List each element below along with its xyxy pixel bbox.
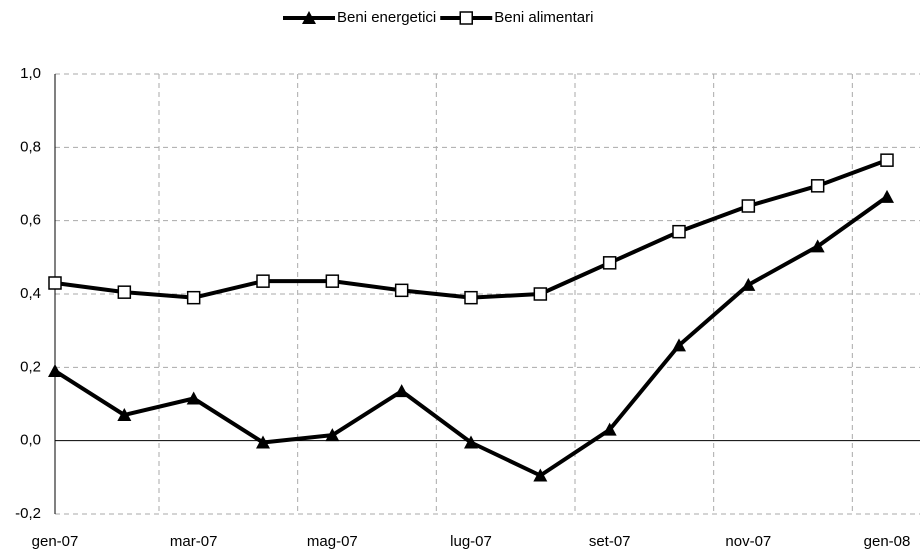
marker [325,274,340,288]
marker [602,256,617,270]
marker [810,239,825,253]
marker [48,276,62,290]
marker [117,408,132,421]
legend-label: Beni energetici [337,9,436,26]
marker [533,468,548,482]
y-tick-label: 1,0 [20,65,41,82]
marker [464,435,478,449]
legend-marker [302,11,316,24]
marker [394,384,409,398]
x-tick-label: gen-08 [864,533,911,550]
legend-label: Beni alimentari [494,9,593,26]
y-tick-label: 0,2 [20,358,41,375]
marker [325,428,340,442]
marker [880,153,894,167]
x-tick-label: mar-07 [170,533,218,550]
y-tick-label: 0,0 [20,432,41,449]
marker [880,189,894,203]
marker [48,364,62,377]
marker [533,287,548,301]
y-tick-label: 0,8 [20,138,41,155]
x-tick-label: lug-07 [450,533,492,550]
marker [117,285,132,299]
marker [672,338,686,352]
marker [672,224,686,239]
y-tick-label: 0,6 [20,212,41,229]
x-tick-label: gen-07 [32,533,79,550]
marker [602,422,617,436]
x-tick-label: mag-07 [307,533,358,550]
x-tick-label: set-07 [589,533,631,550]
legend-marker [459,11,473,25]
series-line [53,195,889,478]
marker [741,199,756,213]
marker [810,179,825,193]
x-tick-label: nov-07 [725,533,771,550]
legend-item: Beni alimentari [440,9,593,26]
marker [394,283,409,298]
marker [186,290,201,305]
legend-item: Beni energetici [283,9,436,26]
marker [256,274,270,288]
marker [256,435,270,449]
marker [186,391,201,405]
y-tick-label: -0,2 [15,505,41,522]
marker [464,290,478,305]
marker [741,277,756,291]
y-tick-label: 0,4 [20,285,41,302]
